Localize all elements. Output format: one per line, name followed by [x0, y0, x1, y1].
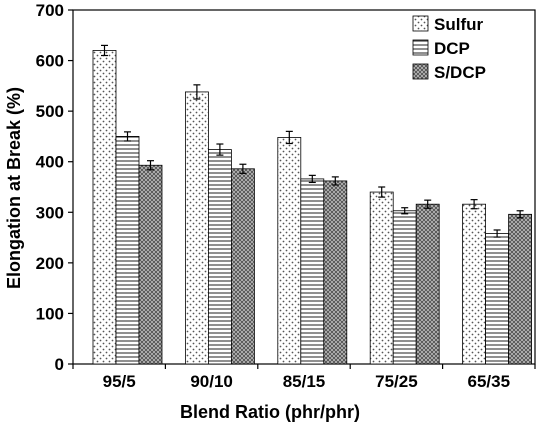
legend-item: Sulfur	[412, 15, 483, 34]
bar-group	[369, 186, 440, 365]
bar-s-dcp	[230, 168, 255, 365]
bar-groups	[92, 44, 533, 365]
x-tick-label: 75/25	[375, 372, 418, 391]
bar-sulfur	[184, 91, 209, 365]
legend-label: S/DCP	[434, 63, 486, 82]
x-tick-label: 90/10	[190, 372, 233, 391]
bar-group	[92, 44, 163, 365]
x-axis: 95/5 90/10 85/15 75/25 65/35	[72, 364, 536, 391]
legend-label: DCP	[434, 39, 470, 58]
legend: Sulfur DCP S/DCP	[412, 15, 486, 82]
bar-s-dcp	[508, 213, 533, 365]
bar-dcp	[115, 136, 140, 365]
bar-dcp	[300, 178, 325, 365]
y-tick-label: 400	[36, 153, 64, 172]
y-tick-label: 0	[55, 355, 64, 374]
bar-group	[277, 130, 348, 365]
y-axis-title: Elongation at Break (%)	[4, 87, 24, 289]
y-tick-label: 500	[36, 102, 64, 121]
bar-dcp	[392, 210, 417, 365]
bar-sulfur	[369, 191, 394, 365]
y-tick-label: 200	[36, 254, 64, 273]
bar-dcp	[485, 233, 510, 365]
bar-sulfur	[462, 203, 487, 365]
x-tick-label: 65/35	[468, 372, 511, 391]
y-tick-label: 600	[36, 52, 64, 71]
bar-group	[184, 84, 255, 365]
legend-item: DCP	[412, 39, 470, 58]
bar-s-dcp	[138, 164, 163, 365]
y-tick-label: 700	[36, 1, 64, 20]
bar-dcp	[207, 149, 232, 365]
bar-sulfur	[277, 137, 302, 365]
y-tick-label: 300	[36, 203, 64, 222]
bar-s-dcp	[415, 203, 440, 365]
x-tick-label: 95/5	[103, 372, 136, 391]
legend-swatch	[412, 15, 429, 32]
x-tick-label: 85/15	[283, 372, 326, 391]
bar-group	[462, 199, 533, 365]
legend-swatch	[412, 63, 429, 80]
legend-label: Sulfur	[434, 15, 483, 34]
bar-s-dcp	[323, 180, 348, 365]
legend-swatch	[412, 39, 429, 56]
legend-item: S/DCP	[412, 63, 486, 82]
y-tick-label: 100	[36, 304, 64, 323]
y-axis: 0 100 200 300 400 500 600 700	[36, 1, 73, 374]
x-axis-title: Blend Ratio (phr/phr)	[180, 402, 360, 422]
bar-sulfur	[92, 50, 117, 365]
